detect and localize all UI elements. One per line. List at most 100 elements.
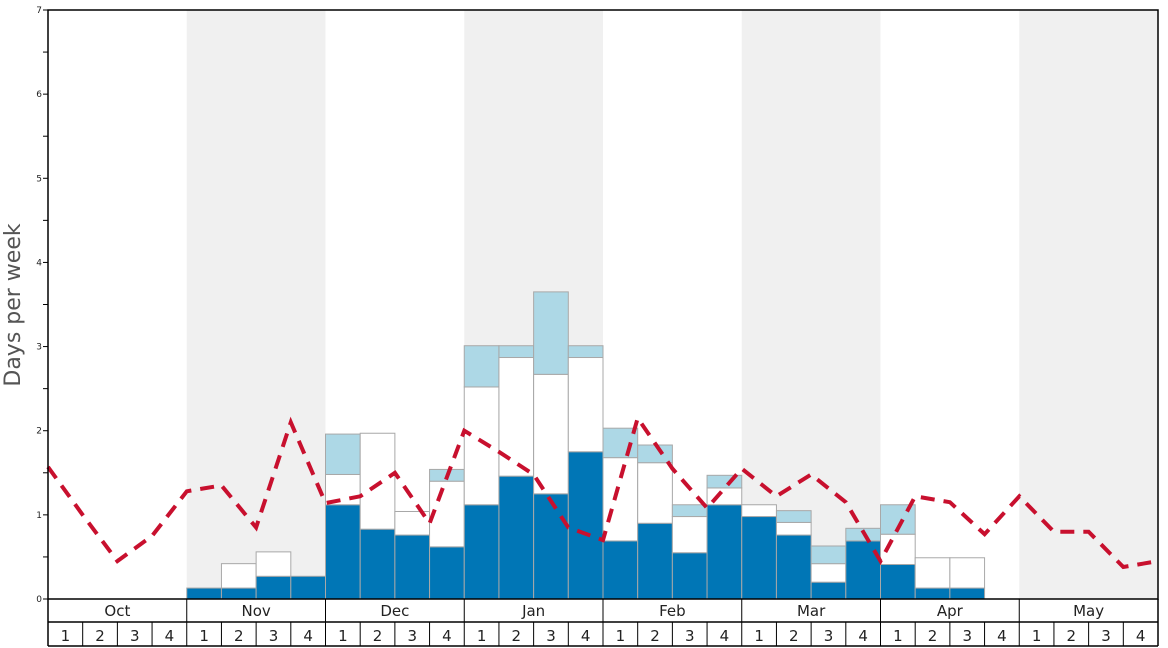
bar-segment (810, 581, 847, 600)
week-label: 2 (373, 627, 383, 645)
bar-segment (914, 587, 951, 600)
bar-segment (220, 587, 257, 600)
week-label: 4 (442, 627, 452, 645)
month-label: Dec (380, 602, 409, 620)
bar-segment (914, 557, 951, 589)
week-label: 2 (650, 627, 660, 645)
week-label: 3 (962, 627, 972, 645)
bar-segment (567, 345, 604, 359)
bar-segment (706, 504, 743, 600)
bar-segment (637, 444, 673, 464)
bar-segment (325, 504, 361, 600)
week-label: 1 (61, 627, 71, 645)
y-axis: 0 1 2 3 4 5 6 7 (36, 6, 48, 605)
bar-segment (463, 345, 500, 388)
week-label: 3 (546, 627, 556, 645)
week-label: 1 (1032, 627, 1042, 645)
week-label: 4 (720, 627, 730, 645)
week-label: 1 (477, 627, 487, 645)
month-label: Oct (104, 602, 130, 620)
bar-segment (255, 551, 292, 577)
week-label: 1 (338, 627, 348, 645)
bar-segment (949, 557, 986, 589)
month-label: Feb (659, 602, 686, 620)
bar-segment (463, 504, 500, 600)
bar-segment (220, 563, 257, 589)
x-axis: Oct 1 2 3 4 Nov 1 2 3 4 Dec 1 2 3 4 Jan 1 2 3 4 Feb 1 2 3 4 Mar 1 2… (47, 599, 1159, 647)
bar-segment (359, 528, 396, 600)
bar-segment (186, 587, 222, 600)
week-label: 3 (685, 627, 695, 645)
y-tick-label: 1 (36, 511, 42, 521)
bar-segment (498, 345, 535, 359)
week-label: 2 (234, 627, 244, 645)
week-label: 1 (199, 627, 209, 645)
bar-segment (602, 540, 639, 600)
bar-segment (637, 462, 673, 524)
week-label: 4 (303, 627, 313, 645)
bar-segment (775, 510, 812, 523)
month-label: May (1073, 602, 1104, 620)
month-label: Nov (241, 602, 270, 620)
bar-segment (290, 575, 326, 600)
bar-segment (567, 357, 604, 453)
bar-segment (671, 504, 708, 518)
week-label: 4 (1136, 627, 1146, 645)
bar-segment (810, 545, 847, 565)
bar-segment (775, 534, 812, 600)
week-label: 4 (165, 627, 175, 645)
month-band (186, 10, 326, 599)
bar-segment (671, 516, 708, 554)
bar-segment (602, 457, 639, 542)
bar-segment (533, 493, 569, 600)
y-tick-label: 2 (36, 427, 42, 437)
week-label: 3 (269, 627, 279, 645)
bar-segment (880, 564, 916, 600)
month-label: Jan (521, 602, 545, 620)
bar-segment (255, 575, 292, 600)
month-label: Apr (937, 602, 964, 620)
bar-segment (567, 451, 604, 600)
week-label: 2 (1067, 627, 1077, 645)
bar-segment (359, 432, 396, 530)
bar-segment (741, 516, 777, 600)
y-tick-label: 6 (36, 90, 42, 100)
y-tick-label: 4 (36, 258, 42, 268)
bar-segment (498, 357, 535, 477)
month-band (741, 10, 881, 599)
bar-segment (394, 534, 431, 600)
week-label: 1 (616, 627, 626, 645)
y-tick-label: 3 (36, 343, 42, 353)
week-label: 2 (95, 627, 105, 645)
week-label: 4 (858, 627, 868, 645)
y-tick-label: 0 (36, 595, 42, 605)
bar-segment (533, 291, 569, 375)
y-tick-label: 7 (36, 6, 42, 16)
week-label: 3 (1101, 627, 1111, 645)
bar-segment (949, 587, 986, 600)
week-label: 3 (130, 627, 140, 645)
week-label: 3 (407, 627, 417, 645)
week-label: 1 (754, 627, 764, 645)
bar-segment (741, 504, 777, 518)
bar-segment (463, 386, 500, 506)
bar-segment (671, 552, 708, 600)
bar-segment (637, 522, 673, 600)
month-band (1019, 10, 1158, 599)
week-label: 1 (893, 627, 903, 645)
y-axis-label: Days per week (1, 223, 26, 386)
month-label: Mar (797, 602, 826, 620)
week-label: 2 (789, 627, 799, 645)
bar-segment (810, 563, 847, 583)
week-label: 4 (997, 627, 1007, 645)
week-label: 2 (512, 627, 522, 645)
bar-segment (429, 546, 465, 600)
week-label: 3 (824, 627, 834, 645)
bar-segment (533, 373, 569, 495)
bar-segment (429, 480, 465, 548)
bar-segment (498, 475, 535, 600)
week-label: 2 (928, 627, 938, 645)
bar-segment (706, 487, 743, 506)
trend-line (46, 413, 1159, 570)
